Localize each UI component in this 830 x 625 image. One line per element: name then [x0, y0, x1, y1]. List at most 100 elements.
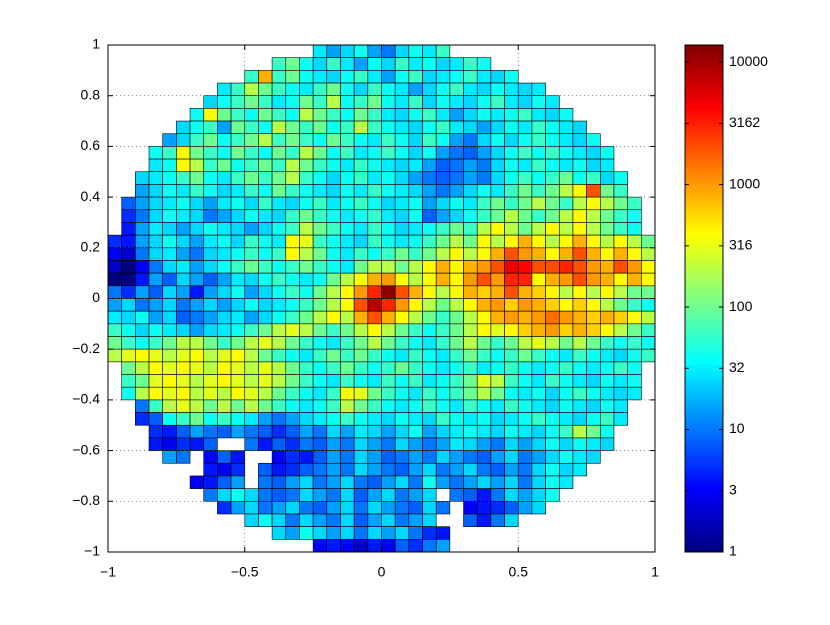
heatmap-cell	[285, 500, 300, 515]
heatmap-cell	[504, 298, 519, 312]
heatmap-cell	[312, 437, 328, 451]
y-tick-label: −0.6	[72, 441, 100, 457]
heatmap-cell	[353, 222, 369, 236]
heatmap-cell	[121, 247, 136, 261]
heatmap-cell	[476, 133, 492, 147]
heatmap-cell	[176, 133, 191, 147]
heatmap-cell	[258, 348, 273, 363]
heatmap-cell	[244, 82, 259, 97]
heatmap-cell	[121, 298, 136, 312]
heatmap-cell	[586, 437, 601, 451]
heatmap-cell	[244, 348, 259, 363]
heatmap-cell	[599, 234, 615, 249]
heatmap-cell	[586, 361, 601, 375]
heatmap-cell	[340, 57, 355, 71]
heatmap-cell	[408, 526, 423, 540]
heatmap-cell	[121, 348, 136, 363]
heatmap-cell	[394, 488, 410, 502]
heatmap-cell	[285, 95, 300, 109]
heatmap-cell	[258, 234, 273, 249]
heatmap-cell	[367, 539, 382, 553]
heatmap-cell	[572, 348, 587, 363]
heatmap-cell	[367, 500, 382, 515]
heatmap-cell	[394, 450, 410, 464]
heatmap-cell	[490, 285, 505, 299]
heatmap-cell	[285, 247, 300, 261]
heatmap-cell	[381, 120, 396, 135]
heatmap-cell	[299, 412, 314, 426]
heatmap-cell	[545, 462, 560, 477]
heatmap-cell	[176, 336, 191, 350]
heatmap-cell	[353, 539, 369, 553]
heatmap-cell	[490, 146, 505, 160]
heatmap-cell	[244, 272, 259, 287]
heatmap-cell	[367, 171, 382, 185]
heatmap-cell	[490, 310, 505, 325]
heatmap-cell	[285, 260, 300, 274]
heatmap-cell	[504, 412, 519, 426]
heatmap-cell	[162, 158, 177, 173]
heatmap-cell	[285, 412, 300, 426]
heatmap-cell	[449, 323, 464, 337]
heatmap-cell	[148, 171, 163, 185]
heatmap-cell	[176, 120, 191, 135]
heatmap-cell	[176, 374, 191, 388]
heatmap-cell	[176, 171, 191, 185]
heatmap-cell	[463, 424, 478, 439]
heatmap-cell	[312, 82, 328, 97]
heatmap-cell	[476, 374, 492, 388]
heatmap-cell	[435, 424, 451, 439]
heatmap-cell	[449, 386, 464, 401]
heatmap-cell	[613, 171, 628, 185]
heatmap-cell	[504, 424, 519, 439]
heatmap-cell	[367, 374, 382, 388]
heatmap-cell	[545, 146, 560, 160]
heatmap-cell	[285, 323, 300, 337]
heatmap-cell	[531, 222, 546, 236]
heatmap-cell	[367, 450, 382, 464]
heatmap-cell	[353, 260, 369, 274]
heatmap-cell	[504, 513, 519, 527]
heatmap-cell	[121, 272, 136, 287]
heatmap-cell	[394, 82, 410, 97]
heatmap-cell	[285, 488, 300, 502]
heatmap-cell	[299, 336, 314, 350]
heatmap-cell	[258, 462, 273, 477]
heatmap-cell	[353, 462, 369, 477]
heatmap-cell	[408, 488, 423, 502]
heatmap-cell	[162, 399, 177, 413]
heatmap-cell	[162, 374, 177, 388]
heatmap-cell	[340, 44, 355, 58]
heatmap-cell	[504, 171, 519, 185]
heatmap-cell	[599, 399, 615, 413]
heatmap-cell	[258, 424, 273, 439]
heatmap-cell	[586, 247, 601, 261]
heatmap-cell	[148, 298, 163, 312]
heatmap-cell	[422, 133, 437, 147]
heatmap-cell	[271, 272, 287, 287]
colorbar	[684, 44, 724, 553]
heatmap-cell	[449, 171, 464, 185]
heatmap-cell	[435, 450, 451, 464]
heatmap-cell	[244, 95, 259, 109]
heatmap-cell	[258, 500, 273, 515]
heatmap-cell	[490, 184, 505, 198]
heatmap-cell	[217, 424, 232, 439]
heatmap-cell	[121, 285, 136, 299]
heatmap-cell	[121, 310, 136, 325]
heatmap-cell	[176, 323, 191, 337]
heatmap-cell	[394, 424, 410, 439]
heatmap-cell	[203, 462, 218, 477]
heatmap-cell	[258, 158, 273, 173]
heatmap-cell	[162, 412, 177, 426]
heatmap-cell	[586, 412, 601, 426]
heatmap-cell	[353, 146, 369, 160]
heatmap-cell	[203, 260, 218, 274]
heatmap-cell	[135, 234, 150, 249]
heatmap-cell	[490, 260, 505, 274]
heatmap-cell	[299, 310, 314, 325]
heatmap-cell	[189, 298, 205, 312]
heatmap-cell	[203, 234, 218, 249]
heatmap-cell	[476, 57, 492, 71]
heatmap-cell	[367, 209, 382, 223]
